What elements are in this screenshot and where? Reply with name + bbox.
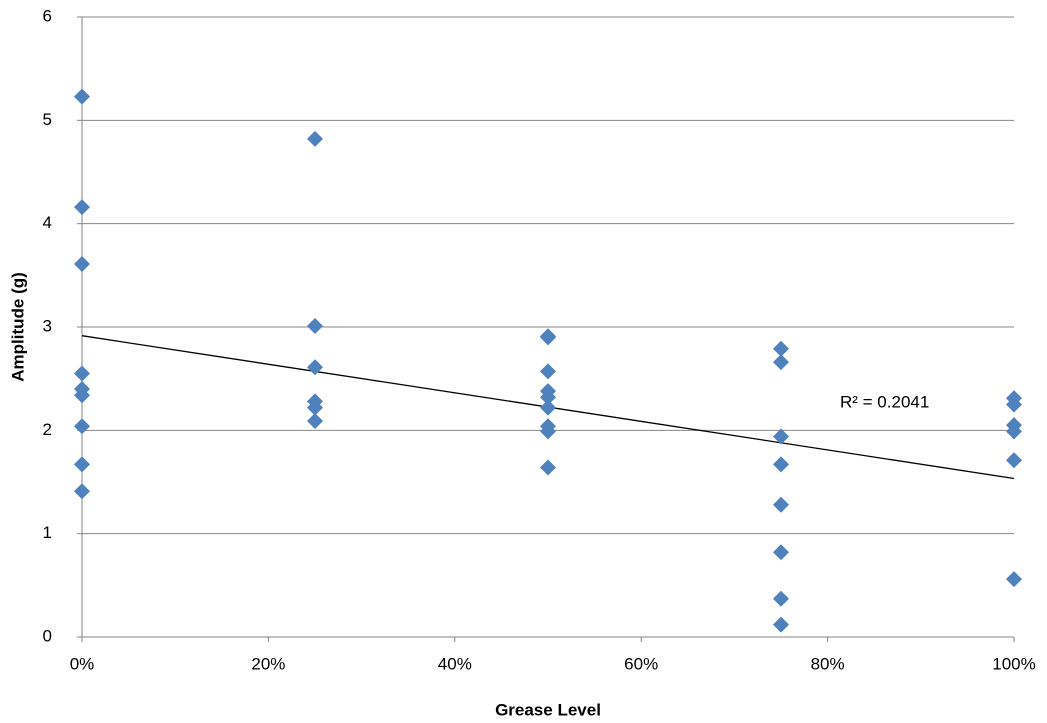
data-point <box>307 359 323 376</box>
data-point <box>307 413 323 430</box>
annotation: R² = 0.2041 <box>840 392 929 411</box>
data-point <box>540 423 556 440</box>
x-tick-label: 80% <box>811 654 845 673</box>
x-tick-label: 60% <box>624 654 658 673</box>
data-point <box>540 329 556 346</box>
x-axis-title: Grease Level <box>495 700 601 719</box>
data-point <box>540 389 556 406</box>
data-point <box>1006 452 1022 469</box>
x-tick-label: 0% <box>70 654 95 673</box>
data-point <box>773 590 789 607</box>
data-point <box>773 544 789 561</box>
data-point <box>773 616 789 633</box>
x-tick-label: 100% <box>992 654 1035 673</box>
y-tick-label: 5 <box>43 110 52 129</box>
data-point <box>540 459 556 476</box>
data-point <box>74 365 90 382</box>
y-tick-label: 1 <box>43 523 52 542</box>
y-tick-label: 0 <box>43 626 52 645</box>
data-point <box>1006 396 1022 413</box>
data-point <box>540 363 556 380</box>
data-point <box>773 354 789 371</box>
y-tick-label: 4 <box>43 213 52 232</box>
y-tick-label: 2 <box>43 420 52 439</box>
data-point <box>74 255 90 272</box>
y-axis-title: Amplitude (g) <box>8 272 27 382</box>
data-point <box>74 483 90 500</box>
data-point <box>773 456 789 473</box>
data-point <box>1006 571 1022 588</box>
x-tick-label: 40% <box>438 654 472 673</box>
y-tick-label: 3 <box>43 316 52 335</box>
data-point <box>74 456 90 473</box>
data-point <box>1006 423 1022 440</box>
data-point <box>74 199 90 216</box>
data-point <box>773 340 789 357</box>
data-point <box>773 496 789 513</box>
data-point <box>540 399 556 416</box>
data-point <box>74 387 90 404</box>
data-point <box>74 418 90 435</box>
data-point <box>773 428 789 445</box>
data-point <box>307 399 323 416</box>
data-point <box>307 317 323 334</box>
y-tick-label: 6 <box>43 6 52 25</box>
x-tick-label: 20% <box>251 654 285 673</box>
data-point <box>74 88 90 105</box>
data-point <box>307 130 323 147</box>
